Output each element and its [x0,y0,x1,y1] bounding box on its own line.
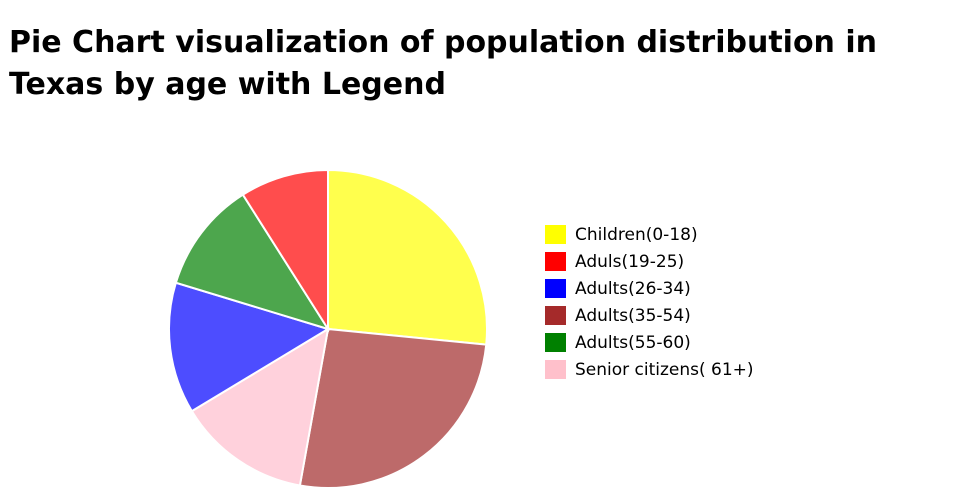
legend-label: Adults(35-54) [575,305,691,326]
legend-swatch [545,333,566,352]
legend-swatch [545,360,566,379]
chart-title: Pie Chart visualization of population di… [9,25,877,102]
legend-item: Aduls(19-25) [545,248,754,275]
pie-slice-adults-55-60 [174,193,331,331]
pie-slice-adults-35-54 [298,327,488,489]
legend-label: Adults(55-60) [575,332,691,353]
pie-slice-senior-citizens-61 [190,327,330,487]
legend-item: Adults(35-54) [545,302,754,329]
legend-label: Senior citizens( 61+) [575,359,754,380]
legend-swatch [545,252,566,271]
legend-swatch [545,306,566,325]
legend-item: Adults(55-60) [545,329,754,356]
legend-label: Adults(26-34) [575,278,691,299]
legend-swatch [545,279,566,298]
pie-slice-aduls-19-25 [241,168,329,333]
pie-slices [168,168,488,489]
legend-item: Senior citizens( 61+) [545,356,754,383]
legend-label: Aduls(19-25) [575,251,685,272]
legend-item: Adults(26-34) [545,275,754,302]
legend-label: Children(0-18) [575,224,698,245]
pie-slice-adults-26-34 [168,281,331,413]
chart-legend: Children(0-18) Aduls(19-25) Adults(26-34) A… [545,221,754,383]
legend-item: Children(0-18) [545,221,754,248]
legend-swatch [545,225,566,244]
pie-slice-children-0-18 [327,168,488,346]
